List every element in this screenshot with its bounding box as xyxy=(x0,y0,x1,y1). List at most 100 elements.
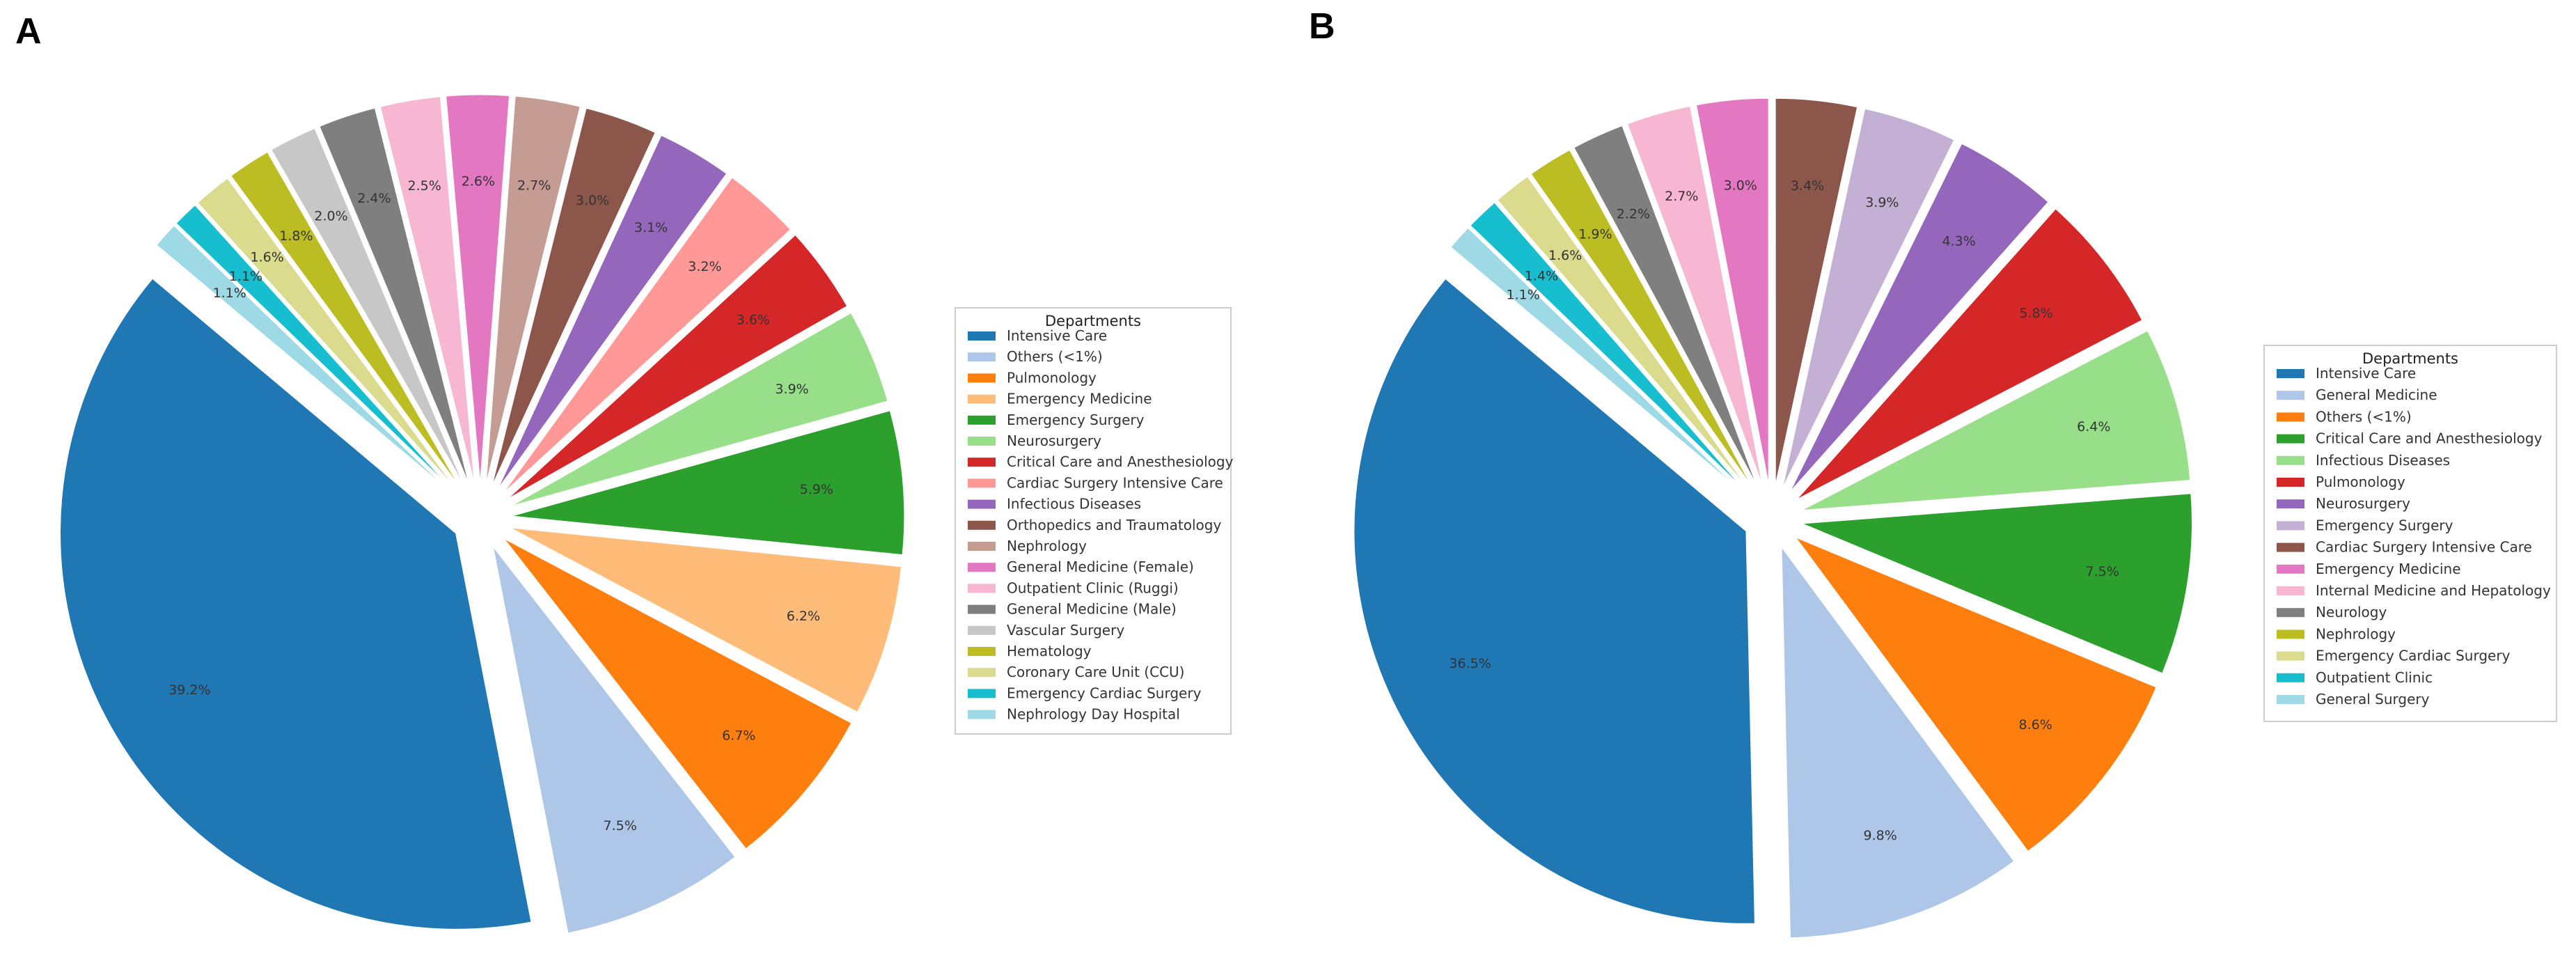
legend-b: Departments Intensive Care General Medici… xyxy=(2263,345,2557,722)
legend-swatch xyxy=(2277,455,2304,465)
pie-slice-orthopedics-and-traumatology xyxy=(488,106,658,493)
slice-label-orthopedics-and-traumatology: 3.0% xyxy=(576,193,609,208)
slice-label-neurosurgery: 3.9% xyxy=(775,382,808,397)
pie-slice-emergency-medicine xyxy=(1694,96,1770,492)
pie-slice-neurosurgery xyxy=(505,311,890,510)
legend-label: Orthopedics and Traumatology xyxy=(1007,517,1221,533)
legend-label: Outpatient Clinic xyxy=(2316,669,2433,686)
legend-label: Emergency Medicine xyxy=(2316,561,2461,577)
slice-label-hematology: 1.8% xyxy=(279,228,313,244)
panel-label-a: A xyxy=(15,11,42,52)
pie-chart-b: B 36.5% 9.8% 8.6% 7.5% 6.4% 5.8% 4.3% 3.9% 3.4% 3… xyxy=(1309,6,2557,940)
legend-swatch xyxy=(968,437,996,446)
pie-slice-nephrology-day-hospital xyxy=(154,223,461,501)
pie-slice-emergency-surgery xyxy=(1780,107,1957,493)
slice-label-nephrology: 1.9% xyxy=(1578,227,1612,242)
slice-label-infectious-diseases: 3.1% xyxy=(634,220,668,235)
pie-slice-emergency-medicine xyxy=(506,526,904,714)
legend-swatch xyxy=(2277,521,2304,531)
slice-label-general-surgery: 1.1% xyxy=(1507,287,1540,302)
legend-label: Emergency Cardiac Surgery xyxy=(1007,685,1202,701)
legend-swatch xyxy=(968,478,996,488)
pie-slice-general-medicine-female xyxy=(443,93,512,492)
pie-slice-nephrology xyxy=(1528,148,1759,496)
legend-swatch xyxy=(968,563,996,572)
slice-label-others-1: 8.6% xyxy=(2019,717,2052,733)
slice-label-pulmonology: 5.8% xyxy=(2019,306,2052,321)
legend-label: Emergency Surgery xyxy=(2316,517,2453,533)
legend-label: Infectious Diseases xyxy=(1007,496,1141,513)
legend-swatch xyxy=(2277,412,2304,422)
pie-slice-coronary-care-unit-ccu xyxy=(195,175,464,499)
legend-label: Intensive Care xyxy=(2316,365,2416,382)
slice-label-intensive-care: 36.5% xyxy=(1449,656,1491,671)
pie-slice-emergency-cardiac-surgery xyxy=(1495,174,1756,498)
legend-label: Emergency Cardiac Surgery xyxy=(2316,648,2511,664)
legend-label: General Medicine (Male) xyxy=(1007,601,1177,618)
legend-swatch xyxy=(968,668,996,678)
pie-slice-outpatient-clinic-ruggi xyxy=(378,95,477,492)
legend-label: Emergency Medicine xyxy=(1007,391,1152,407)
slice-label-emergency-surgery: 5.9% xyxy=(800,482,833,497)
legend-swatch xyxy=(2277,391,2304,400)
legend-label: Nephrology Day Hospital xyxy=(1007,706,1180,723)
slice-label-general-medicine: 9.8% xyxy=(1863,828,1896,843)
legend-swatch xyxy=(2277,695,2304,704)
slice-label-nephrology: 2.7% xyxy=(517,178,551,194)
legend-swatch xyxy=(2277,478,2304,487)
slice-label-outpatient-clinic-ruggi: 2.5% xyxy=(408,178,441,194)
slice-label-emergency-cardiac-surgery: 1.6% xyxy=(1548,248,1582,263)
legend-label: Hematology xyxy=(1007,643,1092,659)
pie-chart-a: A 39.2% 7.5% 6.7% 6.2% 5.9% 3.9% 3.6% 3.2% 3.1% 3… xyxy=(15,11,1234,935)
legend-label: Intensive Care xyxy=(1007,327,1107,344)
legend-label: Emergency Surgery xyxy=(1007,412,1145,428)
slice-label-general-medicine-female: 2.6% xyxy=(462,173,495,189)
slice-label-critical-care-and-anesthesiology: 7.5% xyxy=(2086,564,2119,579)
pie-slice-pulmonology xyxy=(501,535,854,852)
pie-slice-others-1 xyxy=(1791,533,2159,854)
slice-label-vascular-surgery: 2.0% xyxy=(314,208,347,224)
legend-label: Others (<1%) xyxy=(1007,348,1103,365)
legend-swatch xyxy=(2277,608,2304,618)
legend-label: Pulmonology xyxy=(1007,369,1097,386)
legend-swatch xyxy=(2277,499,2304,509)
pie-slice-internal-medicine-and-hepatology xyxy=(1625,104,1766,493)
slice-label-general-medicine-male: 2.4% xyxy=(357,191,391,206)
legend-title: Departments xyxy=(1045,313,1141,329)
legend-swatch xyxy=(2277,564,2304,574)
legend-label: Critical Care and Anesthesiology xyxy=(2316,430,2543,447)
legend-swatch xyxy=(2277,630,2304,639)
legend-swatch xyxy=(2277,369,2304,378)
legend-label: Critical Care and Anesthesiology xyxy=(1007,453,1234,470)
pie-slice-hematology xyxy=(228,150,466,496)
slice-label-pulmonology: 6.7% xyxy=(722,728,755,743)
legend-swatch xyxy=(968,373,996,383)
slice-label-internal-medicine-and-hepatology: 2.7% xyxy=(1665,189,1698,204)
pie-slice-intensive-care xyxy=(58,276,533,931)
legend-swatch xyxy=(968,689,996,698)
legend-swatch xyxy=(2277,542,2304,552)
legend-label: Pulmonology xyxy=(2316,474,2405,490)
slice-label-nephrology-day-hospital: 1.1% xyxy=(213,286,246,301)
slice-label-others-1: 7.5% xyxy=(604,818,637,834)
slice-label-cardiac-surgery-intensive-care: 3.4% xyxy=(1791,178,1824,194)
legend-swatch xyxy=(968,458,996,467)
pie-slice-nephrology xyxy=(483,94,583,492)
legend-label: General Surgery xyxy=(2316,691,2430,707)
legend-label: Infectious Diseases xyxy=(2316,452,2450,469)
pie-slice-infectious-diseases xyxy=(493,133,729,496)
legend-frame xyxy=(955,307,1232,735)
legend-title: Departments xyxy=(2362,350,2458,367)
legend-label: Internal Medicine and Hepatology xyxy=(2316,582,2551,599)
pie-slice-infectious-diseases xyxy=(1798,328,2192,513)
panel-label-b: B xyxy=(1309,6,1335,47)
legend-label: General Medicine xyxy=(2316,386,2437,403)
legend-label: Cardiac Surgery Intensive Care xyxy=(1007,474,1223,491)
legend-swatch xyxy=(2277,651,2304,661)
legend-label: Others (<1%) xyxy=(2316,408,2412,425)
legend-label: Neurology xyxy=(2316,604,2387,620)
legend-label: Coronary Care Unit (CCU) xyxy=(1007,664,1184,680)
pie-slice-vascular-surgery xyxy=(269,126,469,494)
legend-a: Departments Intensive Care Others (<1%) Pu… xyxy=(955,307,1234,735)
